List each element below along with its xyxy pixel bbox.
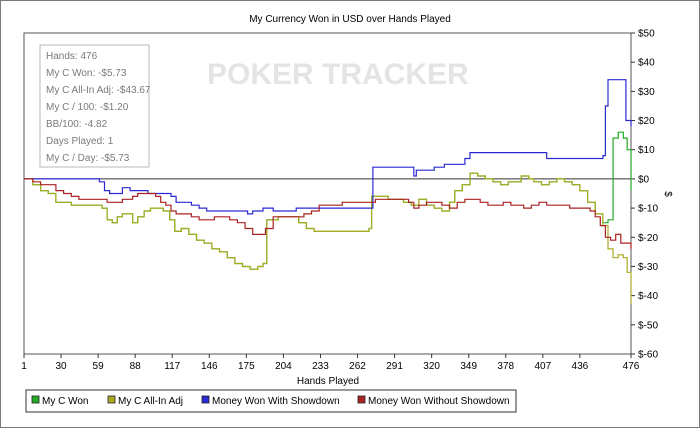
x-tick-label: 175: [238, 361, 255, 372]
y-axis: $50 $40 $30 $20 $10 $0 $-10 $-20 $-30 $-40 $-50 $-6…: [631, 29, 658, 361]
y-tick-label: $10: [638, 145, 655, 156]
watermark-tracker: TRACKER: [322, 58, 469, 91]
stats-line: My C Won: -$5.73: [46, 68, 127, 79]
y-tick-label: $-50: [638, 320, 658, 331]
legend-label: My C Won: [42, 396, 89, 407]
y-tick-label: $50: [638, 29, 655, 40]
y-tick-label: $-40: [638, 291, 658, 302]
x-tick-label: 59: [93, 361, 105, 372]
y-tick-label: $-10: [638, 204, 658, 215]
x-tick-label: 233: [312, 361, 329, 372]
legend: My C Won My C All-In Adj Money Won With Sh…: [25, 389, 517, 413]
x-tick-label: 436: [572, 361, 589, 372]
stats-box: Hands: 476 My C Won: -$5.73 My C All-In Ad…: [39, 44, 151, 168]
y-tick-label: $0: [638, 174, 650, 185]
legend-swatch: [357, 395, 366, 404]
legend-frame: [25, 389, 517, 413]
series-line-money-won-with-showdown: [24, 79, 632, 215]
y-tick-label: $30: [638, 87, 655, 98]
stats-line: BB/100: -4.82: [46, 119, 108, 130]
series-line-money-won-without-showdown: [24, 178, 632, 249]
stats-line: My C / 100: -$1.20: [46, 102, 129, 113]
series-layer: [24, 79, 632, 305]
legend-label: Money Won Without Showdown: [368, 396, 510, 407]
x-tick-label: 88: [130, 361, 142, 372]
x-tick-label: 320: [423, 361, 440, 372]
x-tick-label: 378: [497, 361, 514, 372]
x-tick-label: 146: [201, 361, 218, 372]
pokertracker-watermark: POKER TRACKER: [207, 58, 469, 91]
y-tick-label: $-60: [638, 350, 658, 361]
plot-area: [23, 32, 632, 355]
y-axis-label: $: [662, 191, 673, 197]
stats-box-frame: [39, 44, 150, 168]
stats-line: Days Played: 1: [46, 136, 114, 147]
legend-label: My C All-In Adj: [118, 396, 183, 407]
x-tick-label: 291: [386, 361, 403, 372]
stats-line: My C All-In Adj: -$43.67: [46, 85, 151, 96]
x-tick-label: 30: [55, 361, 67, 372]
chart-title: My Currency Won in USD over Hands Played: [249, 14, 451, 25]
x-tick-label: 476: [623, 361, 640, 372]
y-tick-label: $-20: [638, 233, 658, 244]
x-axis-label: Hands Played: [297, 376, 359, 387]
legend-swatch: [31, 395, 40, 404]
x-tick-label: 1: [21, 361, 27, 372]
series-line-my-c-all-in-adj: [24, 172, 632, 305]
y-tick-label: $20: [638, 116, 655, 127]
watermark-poker: POKER: [207, 58, 314, 91]
y-tick-label: $-30: [638, 262, 658, 273]
x-tick-label: 204: [275, 361, 292, 372]
x-tick-label: 117: [164, 361, 180, 372]
x-tick-label: 262: [349, 361, 366, 372]
legend-label: Money Won With Showdown: [212, 396, 340, 407]
x-tick-label: 407: [534, 361, 551, 372]
stats-line: My C / Day: -$5.73: [46, 153, 130, 164]
x-axis: 1 30 59 88 117 146 175 204 233 262 291 320 349 378 407…: [21, 354, 640, 372]
stats-line: Hands: 476: [46, 51, 98, 62]
legend-swatch: [201, 395, 210, 404]
legend-swatch: [107, 395, 116, 404]
x-tick-label: 349: [460, 361, 477, 372]
y-tick-label: $40: [638, 58, 655, 69]
